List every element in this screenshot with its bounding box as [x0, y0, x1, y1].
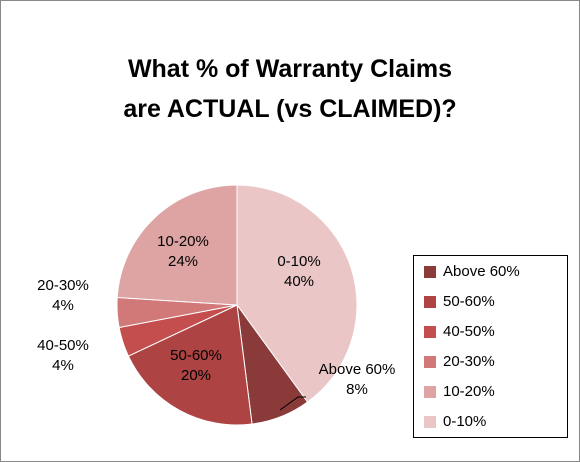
legend-swatch [424, 296, 436, 308]
data-label-category: Above 60% [319, 361, 396, 378]
legend-swatch [424, 416, 436, 428]
pie-slice [116, 184, 238, 306]
legend-label: 10-20% [443, 383, 495, 400]
pie-slice [127, 304, 253, 426]
data-label-value: 8% [346, 381, 368, 398]
chart-title: What % of Warranty Claims are ACTUAL (vs … [123, 55, 456, 123]
legend-swatch [424, 356, 436, 368]
legend-label: 0-10% [443, 413, 486, 430]
data-label-value: 40% [284, 273, 314, 290]
data-label-category: 10-20% [157, 233, 209, 250]
pie-slice [236, 184, 358, 403]
data-label-category: 40-50% [37, 337, 89, 354]
legend-label: 50-60% [443, 293, 495, 310]
legend-label: 40-50% [443, 323, 495, 340]
legend-swatch [424, 266, 436, 278]
data-label-value: 20% [181, 367, 211, 384]
data-label-category: 20-30% [37, 277, 89, 294]
legend-box [413, 255, 568, 438]
legend-swatch [424, 326, 436, 338]
data-label-value: 4% [52, 357, 74, 374]
data-label-category: 0-10% [277, 253, 320, 270]
data-label-category: 50-60% [170, 347, 222, 364]
legend-label: Above 60% [443, 263, 520, 280]
data-label-value: 24% [168, 253, 198, 270]
leader-line [279, 396, 306, 411]
legend-swatch [424, 386, 436, 398]
legend-label: 20-30% [443, 353, 495, 370]
data-label-value: 4% [52, 297, 74, 314]
